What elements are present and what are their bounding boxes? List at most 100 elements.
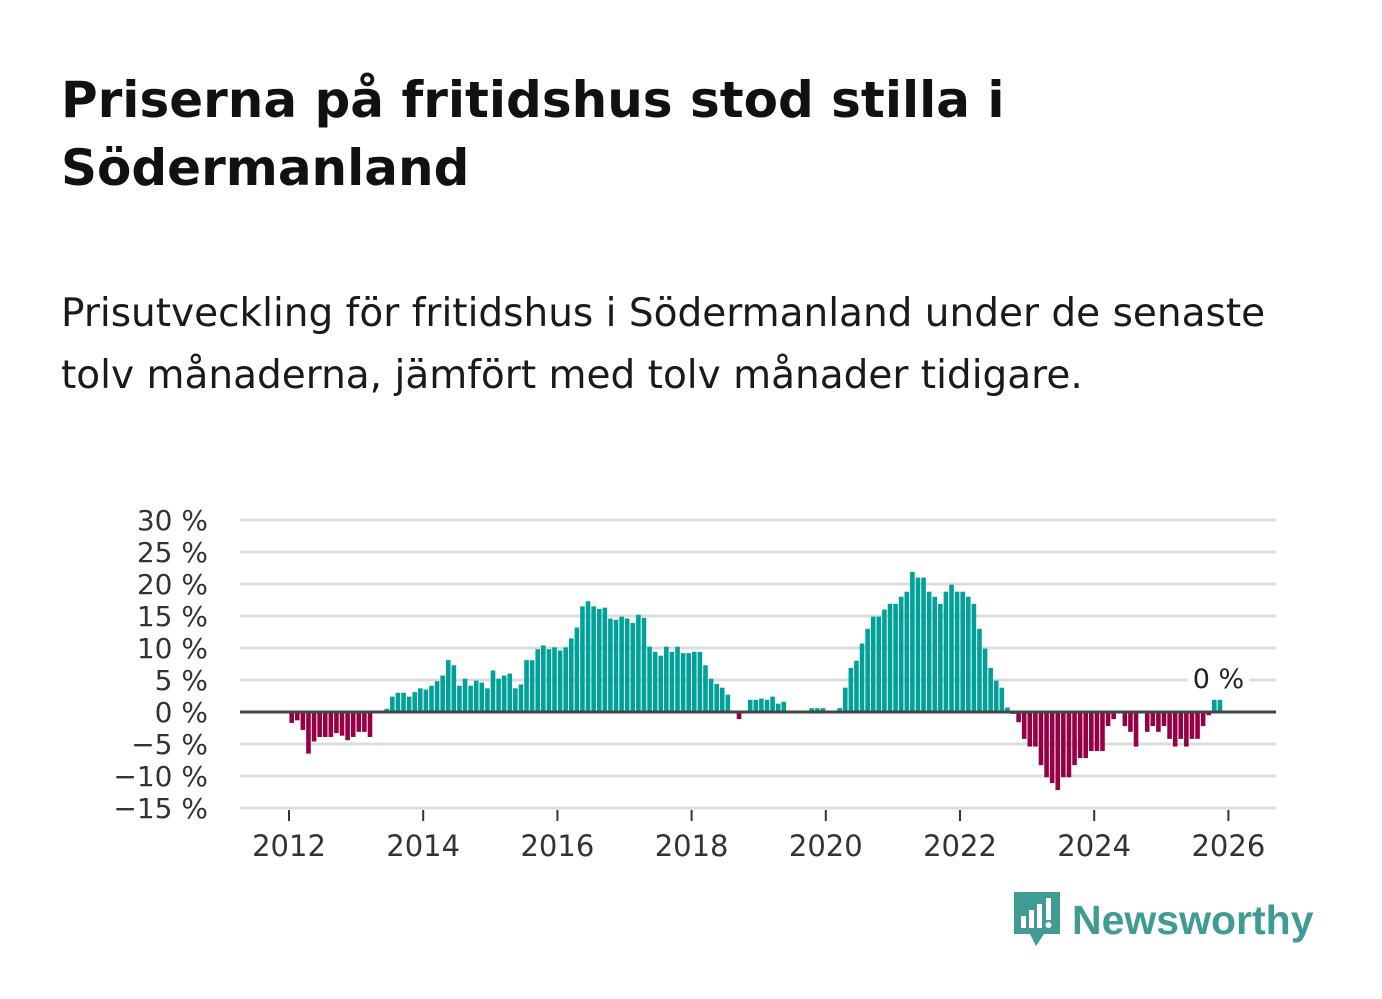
- bar: [809, 708, 815, 712]
- bar: [1206, 712, 1212, 716]
- brand-name: Newsworthy: [1072, 896, 1314, 943]
- bar: [854, 660, 859, 712]
- bar: [356, 712, 362, 732]
- bar: [636, 614, 641, 712]
- bar: [300, 712, 306, 730]
- bar: [1105, 712, 1111, 727]
- bar: [1161, 712, 1167, 727]
- bar: [1189, 712, 1195, 739]
- bar: [1055, 712, 1061, 791]
- bar: [468, 685, 473, 712]
- y-tick-label: −5 %: [131, 728, 208, 761]
- y-axis-labels: 30 %25 %20 %15 %10 %5 %0 %−5 %−10 %−15 %: [113, 504, 208, 825]
- bar: [1094, 712, 1100, 752]
- bar: [423, 689, 429, 712]
- bar: [1133, 712, 1139, 747]
- bar: [1217, 699, 1223, 712]
- bar: [926, 591, 932, 712]
- bar: [479, 682, 485, 712]
- bar: [1049, 712, 1055, 784]
- bar: [977, 628, 982, 712]
- bar: [753, 699, 759, 712]
- bar: [541, 645, 546, 712]
- bar: [384, 708, 390, 712]
- bar: [870, 616, 876, 712]
- bar: [367, 712, 373, 737]
- bar: [680, 653, 686, 712]
- bar: [691, 651, 697, 712]
- x-tick-label: 2018: [655, 829, 729, 863]
- bar: [546, 649, 552, 712]
- bar: [893, 603, 898, 712]
- bar: [1156, 712, 1161, 732]
- bar: [596, 608, 602, 712]
- bar: [624, 618, 630, 712]
- bar: [1150, 712, 1156, 727]
- bar: [1128, 712, 1133, 732]
- bar: [529, 660, 535, 712]
- bar: [921, 577, 926, 712]
- x-tick-label: 2022: [923, 829, 997, 863]
- bar: [982, 648, 988, 712]
- newsworthy-logo: Newsworthy: [1012, 890, 1314, 950]
- y-tick-label: 20 %: [137, 568, 208, 601]
- bars: [289, 571, 1223, 791]
- bar: [317, 712, 322, 737]
- bar: [591, 606, 596, 712]
- bar: [1195, 712, 1200, 739]
- bar: [485, 688, 490, 712]
- x-tick-label: 2014: [386, 829, 460, 863]
- bar: [719, 687, 725, 712]
- x-tick-label: 2026: [1191, 829, 1265, 863]
- bar: [943, 591, 949, 712]
- bar: [932, 596, 938, 712]
- bar: [1027, 712, 1033, 747]
- bar: [938, 603, 943, 712]
- logo-icon: [1014, 892, 1060, 946]
- y-tick-label: −10 %: [113, 760, 208, 793]
- y-tick-label: 5 %: [155, 664, 208, 697]
- bar: [887, 603, 893, 712]
- bar: [1212, 699, 1217, 712]
- x-tick-label: 2024: [1057, 829, 1131, 863]
- bar: [1172, 712, 1178, 747]
- bar: [1089, 712, 1094, 752]
- bar: [418, 688, 423, 712]
- y-tick-label: 30 %: [137, 504, 208, 537]
- bar: [429, 685, 434, 712]
- bar: [837, 708, 842, 712]
- bar: [602, 607, 608, 712]
- bar: [557, 650, 563, 712]
- bar: [1038, 712, 1044, 766]
- bar: [1077, 712, 1083, 759]
- bar: [898, 596, 904, 712]
- bar: [580, 606, 585, 712]
- last-value-annotation: 0 %: [1193, 664, 1244, 695]
- bar: [568, 638, 574, 712]
- bar: [1100, 712, 1105, 752]
- bar: [1167, 712, 1172, 739]
- bar: [747, 699, 753, 712]
- bar: [882, 609, 887, 712]
- bar: [647, 646, 652, 712]
- bar: [781, 701, 787, 712]
- bar: [445, 660, 451, 712]
- chart-title: Priserna på fritidshus stod stilla i Söd…: [61, 71, 1005, 197]
- bar: [518, 684, 524, 712]
- bar: [1005, 707, 1010, 712]
- bar: [1083, 712, 1089, 759]
- bar: [1066, 712, 1072, 778]
- x-tick-label: 2012: [252, 829, 326, 863]
- bar: [608, 618, 613, 712]
- bar: [322, 712, 328, 737]
- bar: [434, 681, 440, 712]
- bar: [524, 660, 529, 712]
- bar: [736, 712, 742, 720]
- bar: [390, 696, 395, 712]
- bar: [362, 712, 367, 732]
- bar: [658, 655, 664, 712]
- bar: [630, 623, 636, 712]
- bar: [473, 680, 479, 712]
- x-tick-label: 2020: [789, 829, 863, 863]
- bar: [714, 683, 719, 712]
